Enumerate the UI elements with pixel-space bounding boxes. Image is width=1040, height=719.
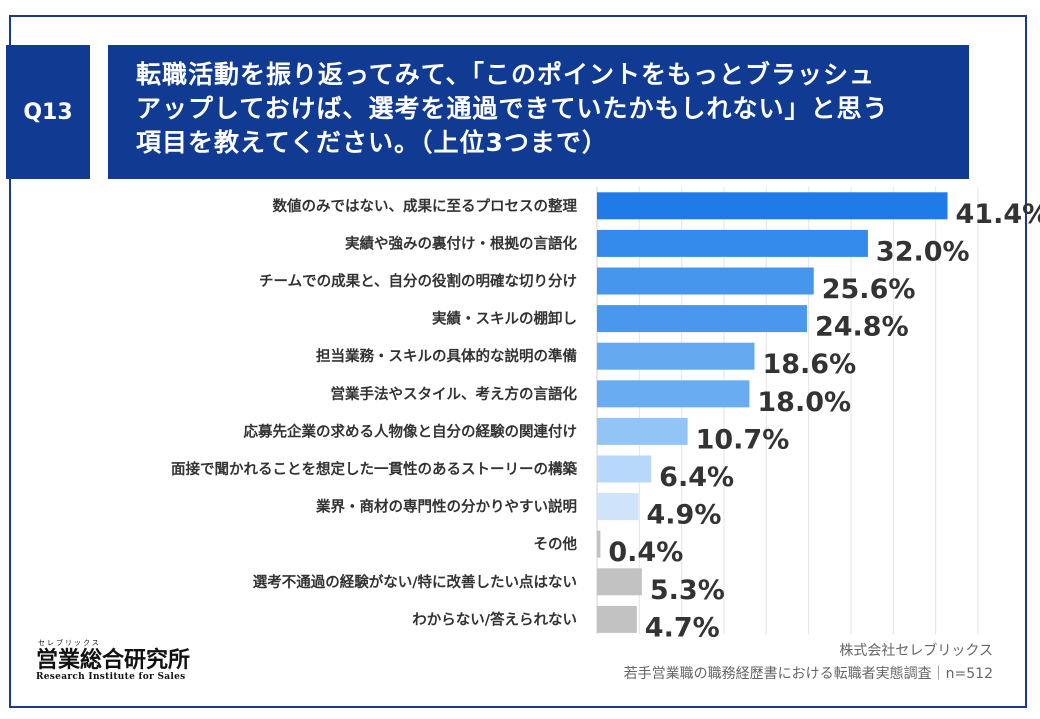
- bar-4: [597, 305, 807, 333]
- value-label-2: 32.0%: [876, 236, 970, 267]
- value-label-7: 10.7%: [696, 424, 790, 455]
- category-label-2: 実績や強みの裏付け・根拠の言語化: [345, 234, 577, 252]
- question-title-line-1: 転職活動を振り返ってみて、「このポイントをもっとブラッシュ: [136, 60, 876, 89]
- value-label-5: 18.6%: [762, 349, 856, 380]
- value-label-9: 4.9%: [646, 500, 721, 531]
- logo-ruby: セレブリックス: [38, 639, 101, 647]
- footer-survey: 若手営業職の職務経歴書における転職者実態調査｜n=512: [623, 666, 993, 682]
- category-label-12: わからない/答えられない: [412, 610, 577, 628]
- bar-1: [597, 192, 948, 220]
- question-title-line-2: アップしておけば、選考を通過できていたかもしれない」と思う: [136, 94, 889, 123]
- bar-7: [597, 417, 688, 445]
- bar-6: [597, 380, 750, 408]
- value-label-10: 0.4%: [608, 537, 683, 568]
- value-label-12: 4.7%: [645, 612, 720, 643]
- value-label-11: 5.3%: [650, 575, 725, 606]
- question-title-box: 転職活動を振り返ってみて、「このポイントをもっとブラッシュ アップしておけば、選…: [108, 45, 969, 179]
- bar-2: [597, 229, 868, 257]
- bar-11: [597, 568, 642, 596]
- category-label-5: 担当業務・スキルの具体的な説明の準備: [316, 347, 577, 365]
- category-label-1: 数値のみではない、成果に至るプロセスの整理: [273, 197, 578, 215]
- bar-9: [597, 493, 639, 521]
- value-label-3: 25.6%: [822, 274, 916, 305]
- category-label-4: 実績・スキルの棚卸し: [432, 310, 577, 328]
- category-label-3: チームでの成果と、自分の役割の明確な切り分け: [259, 272, 577, 290]
- logo: セレブリックス 営業総合研究所 Research Institute for S…: [36, 638, 206, 682]
- value-label-8: 6.4%: [659, 462, 734, 493]
- logo-sub: Research Institute for Sales: [36, 672, 186, 682]
- footer-company: 株式会社セレブリックス: [839, 643, 993, 659]
- value-label-6: 18.0%: [757, 387, 851, 418]
- category-label-8: 面接で聞かれることを想定した一貫性のあるストーリーの構築: [171, 460, 577, 478]
- category-label-10: その他: [534, 535, 578, 553]
- bar-8: [597, 455, 652, 483]
- value-label-1: 41.4%: [956, 199, 1040, 230]
- bar-12: [597, 605, 637, 633]
- question-number-box: Q13: [6, 45, 90, 179]
- chart-frame: [9, 15, 1027, 708]
- logo-main: 営業総合研究所: [36, 647, 191, 673]
- question-number: Q13: [23, 99, 73, 125]
- category-label-11: 選考不通過の経験がない/特に改善したい点はない: [253, 573, 577, 591]
- bar-10: [597, 530, 601, 558]
- category-label-9: 業界・商材の専門性の分かりやすい説明: [315, 498, 577, 516]
- question-title-line-3: 項目を教えてください。（上位3つまで）: [136, 128, 608, 157]
- value-label-4: 24.8%: [815, 312, 909, 343]
- category-label-6: 営業手法やスタイル、考え方の言語化: [331, 385, 578, 403]
- bar-5: [597, 342, 755, 370]
- category-label-7: 応募先企業の求める人物像と自分の経験の関連付け: [244, 422, 578, 440]
- bar-3: [597, 267, 814, 295]
